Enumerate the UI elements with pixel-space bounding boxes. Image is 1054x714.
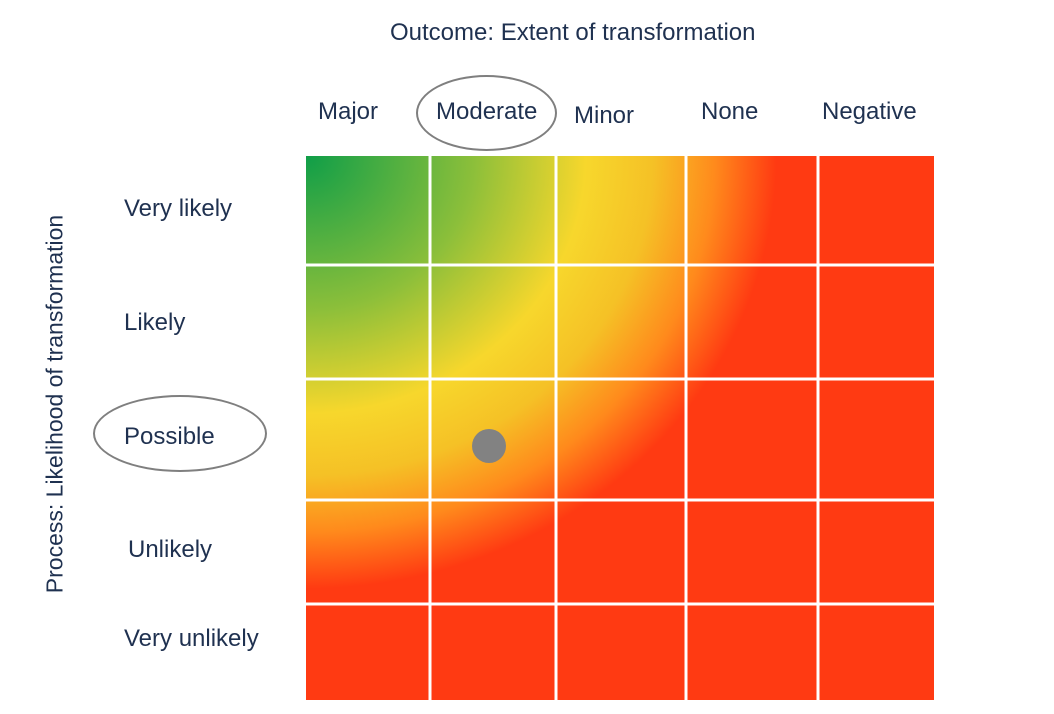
column-label-negative: Negative xyxy=(822,98,917,125)
possible-highlight-ellipse xyxy=(93,395,267,472)
column-label-minor: Minor xyxy=(574,102,635,129)
outcome-axis-title: Outcome: Extent of transformation xyxy=(390,19,756,46)
row-label-very-likely: Very likely xyxy=(124,195,233,222)
assessment-marker-dot xyxy=(472,429,506,463)
process-axis-title: Process: Likelihood of transformation xyxy=(41,214,68,594)
risk-matrix-grid xyxy=(306,156,934,700)
row-label-unlikely: Unlikely xyxy=(128,536,213,563)
column-label-none: None xyxy=(701,98,759,125)
moderate-highlight-ellipse xyxy=(416,75,557,151)
row-label-likely: Likely xyxy=(124,309,186,336)
heat-gradient xyxy=(306,156,934,700)
column-label-major: Major xyxy=(318,98,379,125)
grid-lines xyxy=(306,156,934,700)
row-label-very-unlikely: Very unlikely xyxy=(124,625,259,652)
